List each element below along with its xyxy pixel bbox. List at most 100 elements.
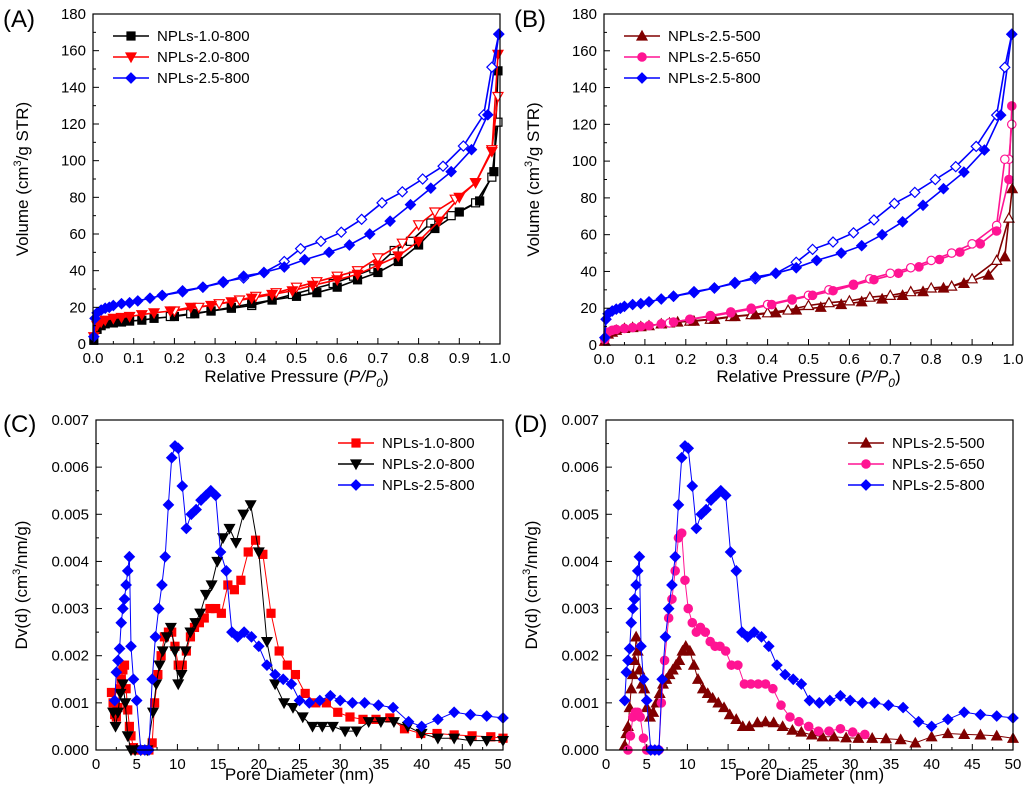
- data-point: [691, 673, 705, 684]
- data-point: [647, 706, 660, 717]
- data-point: [220, 565, 233, 577]
- data-point: [776, 720, 789, 732]
- data-point: [909, 736, 922, 748]
- data-point: [866, 731, 879, 743]
- data-point-adsorption: [87, 330, 100, 343]
- y-tick-label: 80: [69, 189, 86, 206]
- data-point-adsorption: [835, 298, 848, 310]
- x-tick-label: 0: [92, 756, 100, 773]
- data-point-adsorption: [343, 239, 356, 251]
- data-point-adsorption: [668, 317, 679, 327]
- data-point: [683, 603, 694, 614]
- data-point-adsorption: [790, 261, 803, 274]
- legend-marker: [637, 52, 647, 62]
- data-point-adsorption: [790, 303, 803, 315]
- data-point: [214, 546, 227, 558]
- x-tick-label: 10: [679, 756, 696, 773]
- data-point-adsorption: [876, 228, 888, 241]
- data-point: [211, 603, 221, 614]
- y-tick-label: 0.006: [51, 459, 89, 476]
- x-tick-label: 0.2: [164, 350, 185, 367]
- data-point-adsorption: [958, 166, 970, 178]
- data-point: [630, 579, 642, 591]
- x-tick-label: 0.1: [123, 350, 144, 367]
- data-point-adsorption: [485, 146, 498, 158]
- data-point-adsorption: [184, 302, 197, 314]
- data-point: [172, 442, 185, 455]
- data-point: [673, 654, 686, 666]
- data-point: [669, 550, 682, 563]
- y-tick-label: 0.002: [561, 648, 599, 665]
- data-point: [663, 613, 674, 623]
- x-tick-label: 25: [801, 756, 818, 773]
- data-point: [787, 673, 800, 686]
- x-tick-label: 40: [923, 756, 940, 773]
- data-point: [941, 727, 954, 739]
- data-point-adsorption: [769, 306, 782, 318]
- data-point: [114, 688, 127, 700]
- data-point: [117, 602, 129, 615]
- y-tick-label: 160: [572, 43, 597, 60]
- x-tick-label: 5: [643, 756, 651, 773]
- data-point-adsorption: [190, 309, 200, 319]
- chart-panel-b: (B) 0.0 0.1 0.2 0.3 0.4 0.5 0.6 0.7 0.8 0.9 1.0 0 20 4…: [514, 6, 1023, 390]
- data-point-desorption: [315, 235, 327, 248]
- data-point: [260, 636, 273, 648]
- data-point: [252, 640, 265, 653]
- legend-label: NPLs-2.5-800: [157, 70, 250, 87]
- data-point: [110, 666, 123, 679]
- data-point: [666, 579, 678, 591]
- data-point-adsorption: [893, 268, 904, 279]
- data-point-desorption: [457, 140, 470, 152]
- data-point: [286, 702, 300, 714]
- data-point: [653, 687, 666, 699]
- data-point-adsorption: [481, 108, 494, 121]
- data-point: [882, 699, 895, 712]
- data-point-adsorption: [475, 196, 485, 206]
- chart-panel-c: (C) 0 5 10 15 20 25 30 35 40 45 50 0.000 0.001 0.002 0.…: [3, 411, 511, 784]
- x-tick-label: 0.8: [408, 350, 429, 367]
- data-point-desorption: [949, 160, 962, 173]
- data-point: [803, 694, 816, 707]
- x-tick-label: 0.7: [880, 351, 901, 368]
- data-point-adsorption: [705, 311, 716, 322]
- data-point-desorption: [806, 243, 819, 256]
- data-point-adsorption: [975, 239, 986, 249]
- x-axis-title: Pore Diameter (nm): [735, 765, 884, 784]
- data-point: [718, 701, 731, 713]
- data-point-desorption: [863, 290, 876, 302]
- data-point-desorption: [966, 272, 979, 284]
- x-tick-label: 0.3: [716, 351, 737, 368]
- data-point-desorption: [925, 281, 938, 293]
- y-tick-label: 40: [69, 263, 86, 280]
- data-point: [771, 659, 783, 671]
- series-line: [627, 531, 865, 751]
- data-point: [119, 660, 130, 670]
- x-tick-label: 20: [760, 756, 777, 773]
- data-point-adsorption: [725, 308, 736, 318]
- y-tick-label: 0.003: [51, 601, 89, 618]
- x-tick-label: 50: [1005, 756, 1022, 773]
- data-point-desorption: [970, 140, 983, 153]
- data-point: [261, 659, 273, 671]
- data-point: [387, 717, 400, 728]
- data-point: [990, 729, 1003, 741]
- y-axis-title: Dv(d) (cm3/nm/g): [521, 521, 541, 650]
- data-point-desorption: [376, 196, 388, 209]
- data-point: [755, 631, 768, 643]
- data-point-adsorption: [855, 295, 868, 307]
- data-point: [231, 631, 244, 643]
- data-point: [278, 698, 291, 710]
- data-point-adsorption: [914, 262, 924, 272]
- data-point: [358, 697, 371, 709]
- data-point: [290, 669, 301, 680]
- data-point: [633, 550, 646, 563]
- data-point: [300, 688, 310, 699]
- data-point-adsorption: [164, 306, 177, 318]
- data-point: [803, 721, 814, 732]
- data-point: [164, 622, 177, 634]
- data-point-adsorption: [432, 216, 445, 228]
- data-point: [847, 727, 858, 737]
- data-point: [894, 733, 907, 745]
